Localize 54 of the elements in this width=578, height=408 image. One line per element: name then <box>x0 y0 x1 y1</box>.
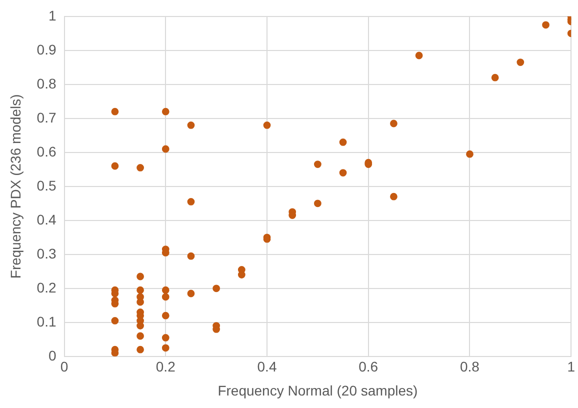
y-tick-label: 0.7 <box>36 109 56 126</box>
point <box>111 108 119 116</box>
y-tick-label: 0.6 <box>36 143 56 160</box>
point <box>162 286 170 294</box>
point <box>162 312 170 320</box>
point <box>542 21 550 29</box>
point <box>162 334 170 342</box>
point <box>466 150 474 158</box>
point <box>162 293 170 301</box>
point <box>339 138 347 146</box>
point <box>136 298 144 306</box>
point <box>111 317 119 324</box>
y-tick-label: 0.1 <box>36 313 56 330</box>
y-tick-label: 0.2 <box>36 279 56 296</box>
point <box>212 284 220 292</box>
point <box>314 200 322 208</box>
point <box>111 162 119 170</box>
x-axis-title: Frequency Normal (20 samples) <box>218 382 418 398</box>
point <box>187 122 195 129</box>
x-tick-label: 0.8 <box>460 358 480 375</box>
point <box>187 252 195 260</box>
point <box>516 58 524 66</box>
x-tick-label: 0.2 <box>156 358 176 375</box>
point <box>187 290 195 298</box>
point <box>314 160 322 168</box>
point <box>162 344 170 352</box>
point <box>136 346 144 354</box>
y-tick-label: 0.9 <box>36 41 56 58</box>
point <box>390 192 398 200</box>
point <box>162 108 170 116</box>
x-tick-label: 0.4 <box>257 358 277 375</box>
y-tick-label: 0 <box>48 347 56 364</box>
point <box>136 272 144 280</box>
y-tick-label: 0.3 <box>36 245 56 262</box>
point <box>339 169 347 176</box>
point <box>162 145 170 153</box>
point <box>136 322 144 330</box>
x-tick-label: 1 <box>567 358 576 375</box>
y-axis-title: Frequency PDX (236 models) <box>7 94 24 279</box>
point <box>136 164 144 172</box>
y-tick-label: 1 <box>48 7 56 24</box>
point <box>263 122 271 129</box>
x-tick-label: 0 <box>60 358 68 375</box>
x-tick-label: 0.6 <box>358 358 378 375</box>
point <box>187 198 195 206</box>
point <box>136 286 144 294</box>
point <box>415 52 423 60</box>
point <box>491 74 499 82</box>
y-tick-label: 0.4 <box>36 211 56 228</box>
point <box>238 271 246 278</box>
point <box>390 120 398 128</box>
y-tick-label: 0.8 <box>36 75 56 92</box>
y-tick-label: 0.5 <box>36 177 56 194</box>
point <box>136 332 144 340</box>
